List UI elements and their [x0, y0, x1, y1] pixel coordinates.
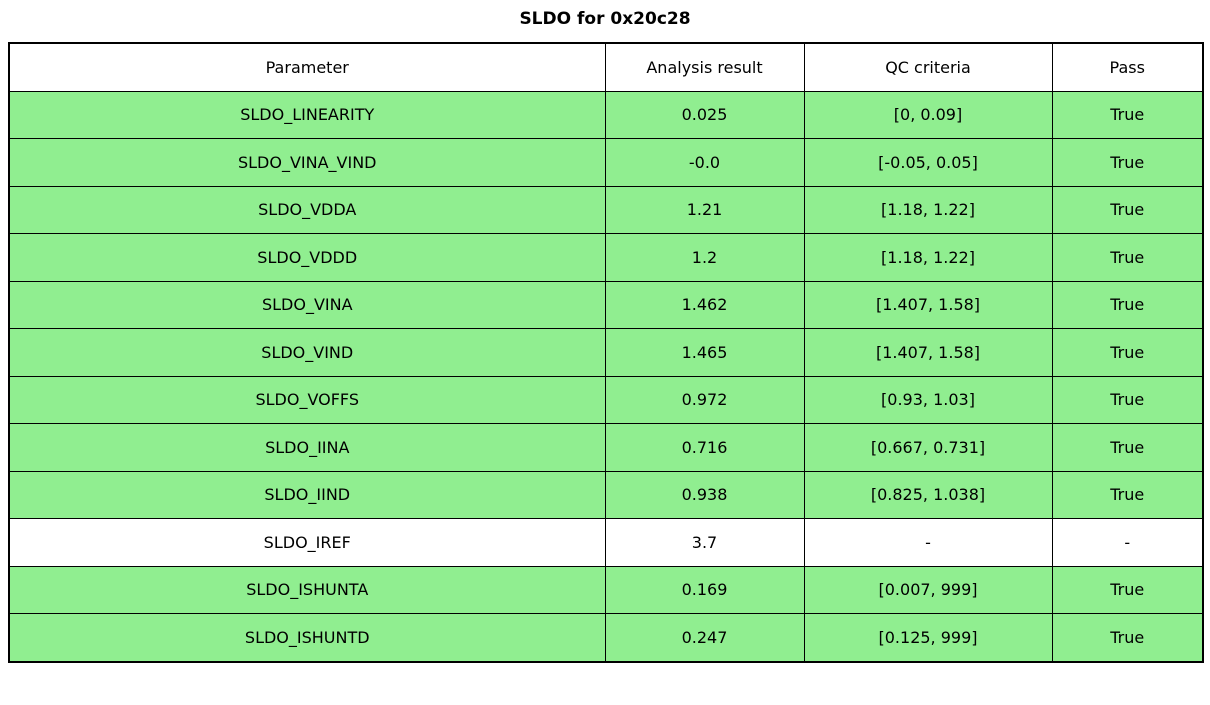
cell-parameter: SLDO_VIND — [8, 328, 606, 377]
figure-title: SLDO for 0x20c28 — [519, 9, 691, 29]
cell-parameter: SLDO_ISHUNTD — [8, 613, 606, 662]
header-pass: Pass — [1051, 42, 1204, 92]
cell-analysis-result: 0.247 — [604, 613, 805, 662]
cell-analysis-result: 1.462 — [604, 280, 805, 329]
table-row: SLDO_VINA_VIND -0.0 [-0.05, 0.05] True — [8, 138, 1204, 187]
cell-qc-criteria: [0.667, 0.731] — [803, 423, 1053, 472]
table-row: SLDO_IIND 0.938 [0.825, 1.038] True — [8, 470, 1204, 519]
cell-pass: True — [1051, 375, 1204, 424]
cell-pass: True — [1051, 138, 1204, 187]
cell-analysis-result: 0.938 — [604, 470, 805, 519]
cell-parameter: SLDO_IIND — [8, 470, 606, 519]
cell-qc-criteria: [0.93, 1.03] — [803, 375, 1053, 424]
cell-qc-criteria: [0, 0.09] — [803, 90, 1053, 139]
cell-parameter: SLDO_VDDD — [8, 233, 606, 282]
cell-parameter: SLDO_ISHUNTA — [8, 565, 606, 614]
cell-parameter: SLDO_VINA — [8, 280, 606, 329]
cell-analysis-result: 0.025 — [604, 90, 805, 139]
cell-analysis-result: 0.169 — [604, 565, 805, 614]
cell-parameter: SLDO_IINA — [8, 423, 606, 472]
table-row: SLDO_VDDA 1.21 [1.18, 1.22] True — [8, 185, 1204, 234]
table-row: SLDO_VOFFS 0.972 [0.93, 1.03] True — [8, 375, 1204, 424]
cell-qc-criteria: - — [803, 518, 1053, 567]
cell-parameter: SLDO_VDDA — [8, 185, 606, 234]
cell-pass: True — [1051, 565, 1204, 614]
header-analysis-result: Analysis result — [604, 42, 805, 92]
cell-qc-criteria: [0.825, 1.038] — [803, 470, 1053, 519]
cell-pass: True — [1051, 613, 1204, 662]
cell-analysis-result: 1.21 — [604, 185, 805, 234]
cell-qc-criteria: [1.407, 1.58] — [803, 328, 1053, 377]
table-row: SLDO_IINA 0.716 [0.667, 0.731] True — [8, 423, 1204, 472]
cell-pass: True — [1051, 233, 1204, 282]
header-qc-criteria: QC criteria — [803, 42, 1053, 92]
cell-qc-criteria: [0.007, 999] — [803, 565, 1053, 614]
cell-qc-criteria: [1.407, 1.58] — [803, 280, 1053, 329]
table-row: SLDO_ISHUNTD 0.247 [0.125, 999] True — [8, 613, 1204, 662]
table-row: SLDO_IREF 3.7 - - — [8, 518, 1204, 567]
cell-analysis-result: 0.716 — [604, 423, 805, 472]
table-row: SLDO_VIND 1.465 [1.407, 1.58] True — [8, 328, 1204, 377]
cell-analysis-result: 1.465 — [604, 328, 805, 377]
cell-pass: True — [1051, 90, 1204, 139]
cell-analysis-result: -0.0 — [604, 138, 805, 187]
cell-pass: True — [1051, 280, 1204, 329]
cell-pass: True — [1051, 423, 1204, 472]
qc-results-table: Parameter Analysis result QC criteria Pa… — [8, 42, 1204, 663]
cell-pass: True — [1051, 328, 1204, 377]
cell-analysis-result: 1.2 — [604, 233, 805, 282]
cell-qc-criteria: [-0.05, 0.05] — [803, 138, 1053, 187]
table-row: SLDO_VDDD 1.2 [1.18, 1.22] True — [8, 233, 1204, 282]
cell-parameter: SLDO_VINA_VIND — [8, 138, 606, 187]
cell-analysis-result: 3.7 — [604, 518, 805, 567]
cell-pass: - — [1051, 518, 1204, 567]
table-row: SLDO_VINA 1.462 [1.407, 1.58] True — [8, 280, 1204, 329]
table-row: SLDO_LINEARITY 0.025 [0, 0.09] True — [8, 90, 1204, 139]
header-parameter: Parameter — [8, 42, 606, 92]
cell-pass: True — [1051, 470, 1204, 519]
cell-qc-criteria: [1.18, 1.22] — [803, 185, 1053, 234]
cell-parameter: SLDO_VOFFS — [8, 375, 606, 424]
cell-parameter: SLDO_LINEARITY — [8, 90, 606, 139]
cell-pass: True — [1051, 185, 1204, 234]
table-row: SLDO_ISHUNTA 0.169 [0.007, 999] True — [8, 565, 1204, 614]
cell-analysis-result: 0.972 — [604, 375, 805, 424]
header-row: Parameter Analysis result QC criteria Pa… — [8, 42, 1204, 92]
cell-qc-criteria: [0.125, 999] — [803, 613, 1053, 662]
cell-parameter: SLDO_IREF — [8, 518, 606, 567]
cell-qc-criteria: [1.18, 1.22] — [803, 233, 1053, 282]
